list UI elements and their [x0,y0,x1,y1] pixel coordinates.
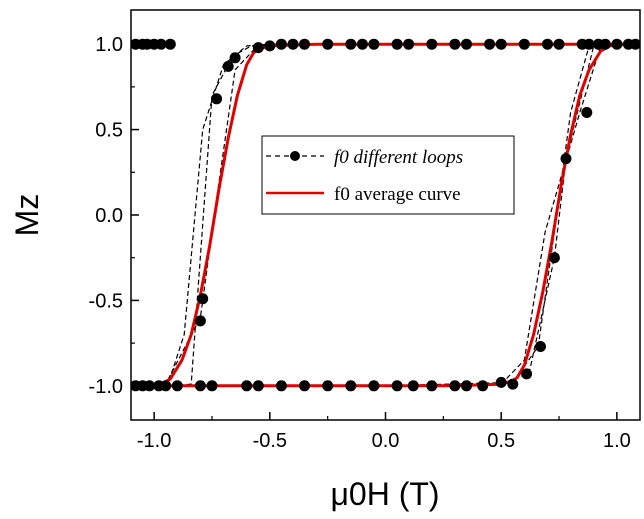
data-point-marker [299,380,310,391]
legend-average-label: f0 average curve [334,184,461,205]
data-point-marker [408,380,419,391]
data-point-marker [195,315,206,326]
x-tick-label: 1.0 [603,430,631,452]
data-point-marker [211,93,222,104]
data-point-marker [496,377,507,388]
loop-line-1 [131,44,640,386]
y-tick-label: -0.5 [89,290,123,312]
average-curve-layer [131,44,640,386]
data-point-marker [253,380,264,391]
data-point-marker [197,293,208,304]
data-point-marker [461,39,472,50]
loop-lines-layer [131,44,640,386]
data-point-marker [392,380,403,391]
data-point-marker [496,39,507,50]
data-point-marker [241,380,252,391]
plot-frame [131,10,640,420]
data-point-marker [519,39,530,50]
x-tick-label: 0.0 [372,430,400,452]
loop-line-3 [131,44,640,386]
data-point-marker [542,39,553,50]
data-point-marker [535,341,546,352]
data-point-marker [160,380,171,391]
average-curve-branch-1 [131,44,640,386]
data-point-marker [253,42,264,53]
average-curve-branch-0 [131,44,640,386]
data-point-marker [223,61,234,72]
data-point-marker [368,380,379,391]
data-point-marker [172,380,183,391]
loop-line-4 [131,44,640,386]
data-point-marker [521,368,532,379]
data-point-marker [426,39,437,50]
data-point-marker [345,39,356,50]
data-point-marker [195,380,206,391]
markers-layer [130,39,641,392]
data-point-marker [345,380,356,391]
data-point-marker [403,39,414,50]
data-point-marker [549,252,560,263]
data-point-marker [368,39,379,50]
legend: f0 different loops f0 average curve [262,136,514,214]
data-point-marker [477,380,488,391]
data-point-marker [392,39,403,50]
data-point-marker [322,380,333,391]
data-point-marker [581,107,592,118]
data-point-marker [461,380,472,391]
data-point-marker [611,39,622,50]
data-point-marker [449,39,460,50]
y-tick-label: 0.5 [95,120,123,142]
data-point-marker [276,380,287,391]
data-point-marker [276,39,287,50]
y-tick-label: 0.0 [95,205,123,227]
data-point-marker [288,39,299,50]
data-point-marker [357,39,368,50]
y-axis-title: Mz [9,194,45,237]
data-point-marker [264,40,275,51]
x-axis-title: μ0H (T) [330,476,439,512]
data-point-marker [561,153,572,164]
data-point-marker [230,52,241,63]
x-tick-label: -0.5 [253,430,287,452]
data-point-marker [426,380,437,391]
y-tick-label: 1.0 [95,34,123,56]
legend-loops-label: f0 different loops [334,147,463,168]
y-tick-label: -1.0 [89,376,123,398]
data-point-marker [449,380,460,391]
data-point-marker [484,39,495,50]
data-point-marker [207,380,218,391]
data-point-marker [165,39,176,50]
data-point-marker [507,379,518,390]
loop-line-5 [131,44,640,386]
loop-line-2 [131,44,640,386]
loop-line-0 [131,44,640,386]
data-point-marker [554,39,565,50]
x-tick-label: -1.0 [137,430,171,452]
data-point-marker [299,39,310,50]
x-tick-label: 0.5 [487,430,515,452]
data-point-marker [322,39,333,50]
data-point-marker [600,39,611,50]
legend-loops-marker [290,151,300,161]
